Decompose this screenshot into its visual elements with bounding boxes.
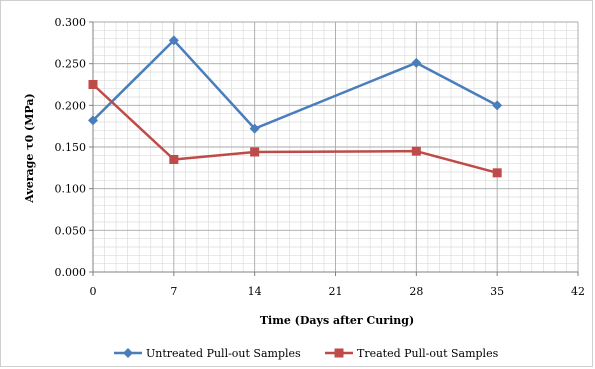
legend-label-untreated: Untreated Pull-out Samples xyxy=(146,347,301,360)
x-axis-title: Time (Days after Curing) xyxy=(260,314,414,327)
x-tick-labels: 0 7 14 21 28 35 42 xyxy=(90,285,586,298)
y-tick-label: 0.150 xyxy=(55,141,87,154)
data-point-1 xyxy=(169,155,179,164)
x-tick-label: 42 xyxy=(571,285,585,298)
data-point-1 xyxy=(492,168,502,178)
data-point-0 xyxy=(88,115,98,126)
series-line-0 xyxy=(92,39,498,130)
data-point-0 xyxy=(411,57,422,68)
x-tick-label: 0 xyxy=(90,285,97,298)
y-tick-label: 0.050 xyxy=(55,224,87,237)
y-tick-labels: 0.000 0.050 0.100 0.150 0.200 0.250 0.300 xyxy=(55,16,87,279)
y-tick-label: 0.200 xyxy=(55,99,87,112)
data-point-0 xyxy=(249,123,260,134)
y-tick-label: 0.250 xyxy=(55,58,87,71)
major-gridlines xyxy=(93,21,579,272)
data-point-0 xyxy=(492,100,503,111)
x-tick-label: 14 xyxy=(248,285,262,298)
data-point-1 xyxy=(250,147,260,157)
legend: Untreated Pull-out Samples Treated Pull-… xyxy=(114,347,499,360)
axes xyxy=(89,21,579,276)
y-axis-title: Average τ0 (MPa) xyxy=(23,93,36,204)
legend-label-treated: Treated Pull-out Samples xyxy=(357,347,499,360)
series-layer xyxy=(88,35,503,178)
data-point-0 xyxy=(168,35,179,46)
x-tick-label: 21 xyxy=(329,285,343,298)
y-tick-label: 0.100 xyxy=(55,183,87,196)
series-line-1 xyxy=(92,83,498,175)
y-tick-label: 0.000 xyxy=(55,266,87,279)
x-tick-label: 35 xyxy=(490,285,504,298)
y-tick-label: 0.300 xyxy=(55,16,87,29)
legend-marker-untreated xyxy=(123,348,133,358)
x-tick-label: 7 xyxy=(170,285,177,298)
x-tick-label: 28 xyxy=(409,285,423,298)
data-point-1 xyxy=(411,146,421,156)
data-point-1 xyxy=(88,80,98,89)
legend-marker-treated xyxy=(334,348,344,358)
